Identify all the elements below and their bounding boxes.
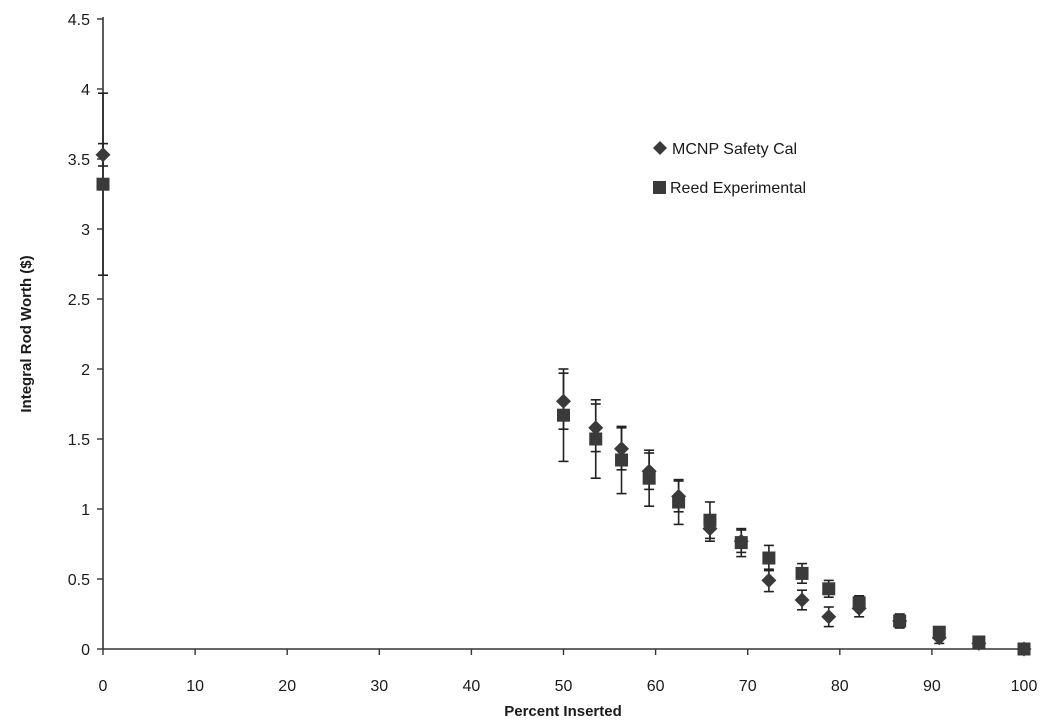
x-tick-label: 10 — [186, 678, 204, 695]
x-tick-label: 20 — [278, 678, 296, 695]
reed-point — [762, 552, 775, 565]
mcnp-point — [795, 593, 810, 608]
y-tick-label: 0.5 — [68, 572, 90, 589]
y-tick-label: 4 — [81, 82, 90, 99]
axes — [103, 17, 1026, 649]
reed-point — [589, 433, 602, 446]
reed-point — [796, 567, 809, 580]
tick-marks: 0 0.5 1 1.5 2 2.5 3 3.5 4 4.5 0 10 20 30 40 50 60 70 80 90 1… — [68, 12, 1038, 695]
reed-point — [703, 514, 716, 527]
reed-point — [822, 582, 835, 595]
y-tick-label: 0 — [81, 642, 90, 659]
reed-point — [1018, 643, 1031, 656]
reed-point — [615, 454, 628, 467]
x-tick-label: 30 — [370, 678, 388, 695]
legend-square-marker — [653, 181, 666, 194]
reed-point — [97, 178, 110, 191]
reed-point — [853, 596, 866, 609]
mcnp-point — [761, 573, 776, 588]
x-tick-label: 0 — [99, 678, 108, 695]
reed-point — [557, 409, 570, 422]
y-tick-label: 3 — [81, 222, 90, 239]
reed-point — [735, 536, 748, 549]
x-tick-label: 60 — [647, 678, 665, 695]
x-axis-title: Percent Inserted — [504, 703, 622, 720]
error-bars — [98, 93, 984, 646]
y-tick-label: 3.5 — [68, 152, 90, 169]
reed-point — [893, 615, 906, 628]
y-tick-label: 1.5 — [68, 432, 90, 449]
x-tick-label: 100 — [1011, 678, 1038, 695]
reed-point — [933, 626, 946, 639]
y-tick-label: 2 — [81, 362, 90, 379]
y-tick-label: 4.5 — [68, 12, 90, 29]
reed-point — [972, 636, 985, 649]
x-tick-label: 70 — [739, 678, 757, 695]
legend-item-mcnp: MCNP Safety Cal — [653, 141, 797, 158]
x-tick-label: 50 — [555, 678, 573, 695]
legend-label-reed: Reed Experimental — [670, 180, 806, 197]
x-tick-label: 90 — [923, 678, 941, 695]
y-tick-label: 2.5 — [68, 292, 90, 309]
x-tick-label: 80 — [831, 678, 849, 695]
data-points — [96, 147, 1032, 656]
y-tick-label: 1 — [81, 502, 90, 519]
reed-point — [672, 496, 685, 509]
mcnp-point — [821, 609, 836, 624]
reed-point — [643, 472, 656, 485]
legend-item-reed: Reed Experimental — [653, 180, 806, 197]
x-tick-label: 40 — [463, 678, 481, 695]
mcnp-point — [96, 147, 111, 162]
y-axis-title: Integral Rod Worth ($) — [18, 255, 35, 412]
legend: MCNP Safety Cal Reed Experimental — [653, 141, 806, 197]
legend-diamond-marker — [653, 141, 667, 155]
mcnp-point — [556, 394, 571, 409]
legend-label-mcnp: MCNP Safety Cal — [672, 141, 797, 158]
